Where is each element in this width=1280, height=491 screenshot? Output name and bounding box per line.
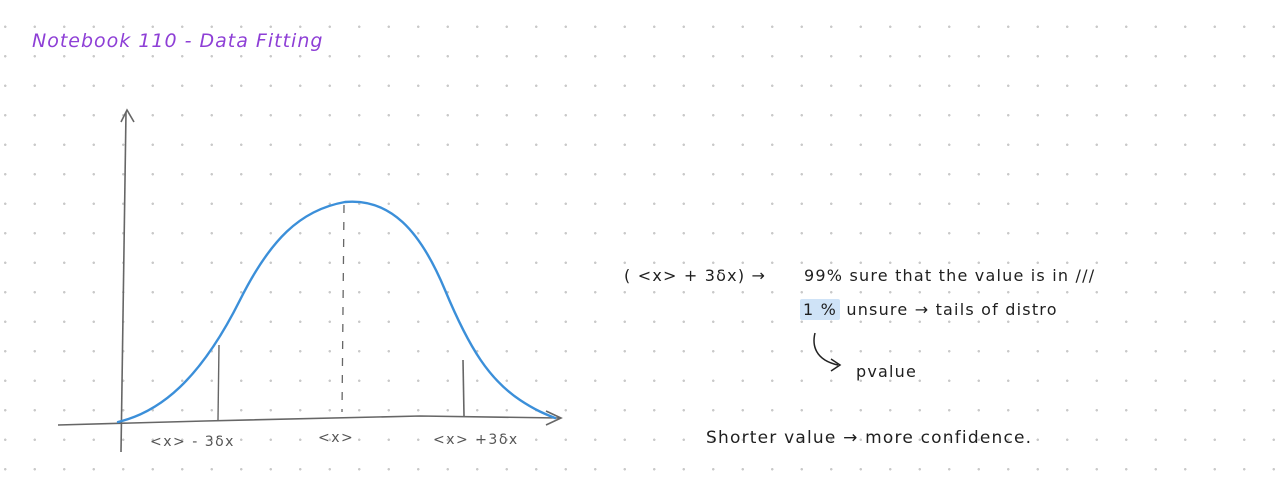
right-sigma-marker [462, 359, 465, 417]
note-line1-text: 99% sure that the value is in /// [804, 266, 1096, 285]
note-line3: Shorter value → more confidence. [706, 428, 1033, 448]
x-axis-arrow-icon [545, 410, 563, 426]
tick-label-right: <x> +3δx [433, 432, 519, 448]
note-line2: 1 % unsure → tails of distro [800, 299, 1058, 320]
x-axis [57, 415, 561, 426]
pvalue-arrow-head-icon [830, 358, 842, 372]
pvalue-arrow [813, 332, 839, 366]
note-line1-prefix: ( <x> + 3δx) → [624, 266, 767, 285]
note-line2-text: unsure → tails of distro [846, 300, 1058, 319]
left-sigma-marker [217, 344, 220, 421]
page-title: Notebook 110 - Data Fitting [32, 30, 324, 52]
tick-label-left: <x> - 3δx [150, 434, 235, 450]
pvalue-label: pvalue [856, 362, 918, 381]
highlight-percent: 1 % [800, 299, 841, 320]
y-axis [120, 111, 127, 453]
y-axis-arrow-icon [120, 108, 135, 123]
gaussian-curve [116, 200, 557, 424]
tick-label-center: <x> [318, 430, 355, 446]
mean-dashed-line [341, 204, 345, 413]
